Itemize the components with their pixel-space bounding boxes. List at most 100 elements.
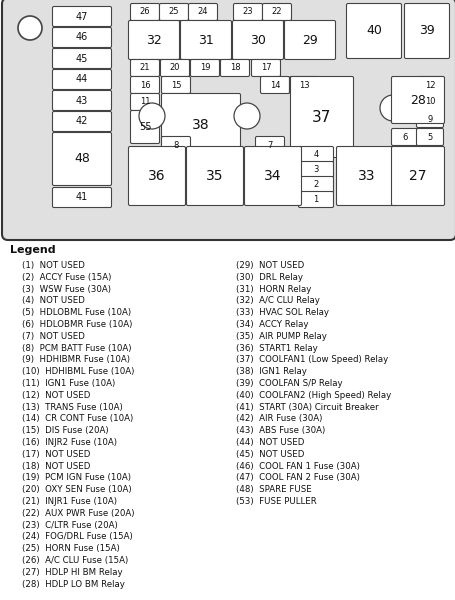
Text: 44: 44: [76, 74, 88, 85]
FancyBboxPatch shape: [159, 4, 188, 20]
Text: 24: 24: [197, 7, 208, 16]
FancyBboxPatch shape: [130, 59, 159, 76]
FancyBboxPatch shape: [128, 20, 179, 59]
Text: (17)  NOT USED: (17) NOT USED: [22, 450, 90, 459]
FancyBboxPatch shape: [160, 59, 189, 76]
Text: (40)  COOLFAN2 (High Speed) Relay: (40) COOLFAN2 (High Speed) Relay: [236, 391, 390, 400]
Text: 30: 30: [249, 34, 265, 46]
Text: 2: 2: [313, 180, 318, 189]
FancyBboxPatch shape: [190, 59, 219, 76]
Text: (36)  START1 Relay: (36) START1 Relay: [236, 344, 317, 353]
FancyBboxPatch shape: [298, 191, 333, 208]
Text: (41)  START (30A) Circuit Breaker: (41) START (30A) Circuit Breaker: [236, 403, 378, 412]
FancyBboxPatch shape: [391, 128, 418, 145]
FancyBboxPatch shape: [180, 20, 231, 59]
Text: (6)  HDLOBMR Fuse (10A): (6) HDLOBMR Fuse (10A): [22, 320, 132, 329]
Text: (43)  ABS Fuse (30A): (43) ABS Fuse (30A): [236, 426, 324, 435]
FancyBboxPatch shape: [232, 20, 283, 59]
Text: 21: 21: [139, 64, 150, 73]
FancyBboxPatch shape: [188, 4, 217, 20]
Text: (16)  INJR2 Fuse (10A): (16) INJR2 Fuse (10A): [22, 438, 117, 447]
Text: (20)  OXY SEN Fuse (10A): (20) OXY SEN Fuse (10A): [22, 485, 131, 494]
Text: 15: 15: [170, 80, 181, 89]
Text: 18: 18: [229, 64, 240, 73]
Text: (45)  NOT USED: (45) NOT USED: [236, 450, 303, 459]
Text: 34: 34: [263, 169, 281, 183]
FancyBboxPatch shape: [220, 59, 249, 76]
Text: (4)  NOT USED: (4) NOT USED: [22, 296, 85, 305]
Text: 41: 41: [76, 193, 88, 202]
Text: (3)  WSW Fuse (30A): (3) WSW Fuse (30A): [22, 284, 111, 293]
Text: 11: 11: [139, 97, 150, 107]
FancyBboxPatch shape: [233, 4, 262, 20]
Text: (35)  AIR PUMP Relay: (35) AIR PUMP Relay: [236, 332, 326, 341]
Text: 8: 8: [173, 140, 178, 149]
FancyBboxPatch shape: [52, 28, 111, 47]
Text: (31)  HORN Relay: (31) HORN Relay: [236, 284, 311, 293]
FancyBboxPatch shape: [52, 91, 111, 110]
FancyBboxPatch shape: [52, 70, 111, 89]
FancyBboxPatch shape: [391, 76, 444, 124]
FancyBboxPatch shape: [404, 4, 449, 58]
Text: (33)  HVAC SOL Relay: (33) HVAC SOL Relay: [236, 308, 328, 317]
FancyBboxPatch shape: [161, 76, 190, 94]
Text: 42: 42: [76, 116, 88, 127]
Circle shape: [233, 103, 259, 129]
Text: 23: 23: [242, 7, 253, 16]
Text: (8)  PCM BATT Fuse (10A): (8) PCM BATT Fuse (10A): [22, 344, 131, 353]
Text: 32: 32: [146, 34, 162, 46]
Circle shape: [379, 95, 405, 121]
Text: (1)  NOT USED: (1) NOT USED: [22, 261, 85, 270]
Text: 4: 4: [313, 150, 318, 159]
Text: (18)  NOT USED: (18) NOT USED: [22, 461, 90, 470]
Text: (19)  PCM IGN Fuse (10A): (19) PCM IGN Fuse (10A): [22, 473, 131, 482]
FancyBboxPatch shape: [262, 4, 291, 20]
FancyBboxPatch shape: [298, 161, 333, 178]
Text: 16: 16: [139, 80, 150, 89]
Text: (14)  CR CONT Fuse (10A): (14) CR CONT Fuse (10A): [22, 415, 133, 424]
Text: (11)  IGN1 Fuse (10A): (11) IGN1 Fuse (10A): [22, 379, 115, 388]
FancyBboxPatch shape: [298, 146, 333, 163]
Text: (32)  A/C CLU Relay: (32) A/C CLU Relay: [236, 296, 319, 305]
FancyBboxPatch shape: [415, 94, 443, 110]
FancyBboxPatch shape: [336, 146, 397, 205]
Text: 25: 25: [168, 7, 179, 16]
Text: (53)  FUSE PULLER: (53) FUSE PULLER: [236, 497, 316, 506]
Text: 43: 43: [76, 95, 88, 106]
FancyBboxPatch shape: [52, 112, 111, 131]
FancyBboxPatch shape: [284, 20, 335, 59]
Text: Legend: Legend: [10, 245, 56, 255]
FancyBboxPatch shape: [161, 136, 190, 154]
Text: (47)  COOL FAN 2 Fuse (30A): (47) COOL FAN 2 Fuse (30A): [236, 473, 359, 482]
FancyBboxPatch shape: [290, 76, 353, 157]
Text: 22: 22: [271, 7, 282, 16]
Text: (38)  IGN1 Relay: (38) IGN1 Relay: [236, 367, 306, 376]
Text: (46)  COOL FAN 1 Fuse (30A): (46) COOL FAN 1 Fuse (30A): [236, 461, 359, 470]
FancyBboxPatch shape: [289, 76, 318, 94]
Text: 33: 33: [358, 169, 375, 183]
FancyBboxPatch shape: [260, 76, 289, 94]
Text: 1: 1: [313, 195, 318, 204]
Text: 9: 9: [426, 115, 432, 124]
Text: (25)  HORN Fuse (15A): (25) HORN Fuse (15A): [22, 544, 120, 553]
Text: 14: 14: [269, 80, 280, 89]
FancyBboxPatch shape: [52, 133, 111, 185]
Text: (15)  DIS Fuse (20A): (15) DIS Fuse (20A): [22, 426, 108, 435]
Text: (7)  NOT USED: (7) NOT USED: [22, 332, 85, 341]
Text: 10: 10: [424, 97, 434, 107]
Text: 26: 26: [139, 7, 150, 16]
Text: (39)  COOLFAN S/P Relay: (39) COOLFAN S/P Relay: [236, 379, 342, 388]
Text: 13: 13: [298, 80, 308, 89]
Text: 37: 37: [312, 109, 331, 124]
FancyBboxPatch shape: [52, 7, 111, 26]
Text: 46: 46: [76, 32, 88, 43]
FancyBboxPatch shape: [251, 59, 280, 76]
FancyBboxPatch shape: [130, 4, 159, 20]
Text: (12)  NOT USED: (12) NOT USED: [22, 391, 90, 400]
Text: 3: 3: [313, 165, 318, 174]
Text: (34)  ACCY Relay: (34) ACCY Relay: [236, 320, 308, 329]
Text: 39: 39: [418, 25, 434, 37]
Text: (42)  AIR Fuse (30A): (42) AIR Fuse (30A): [236, 415, 322, 424]
Text: 40: 40: [365, 25, 381, 37]
Text: (27)  HDLP HI BM Relay: (27) HDLP HI BM Relay: [22, 568, 122, 577]
